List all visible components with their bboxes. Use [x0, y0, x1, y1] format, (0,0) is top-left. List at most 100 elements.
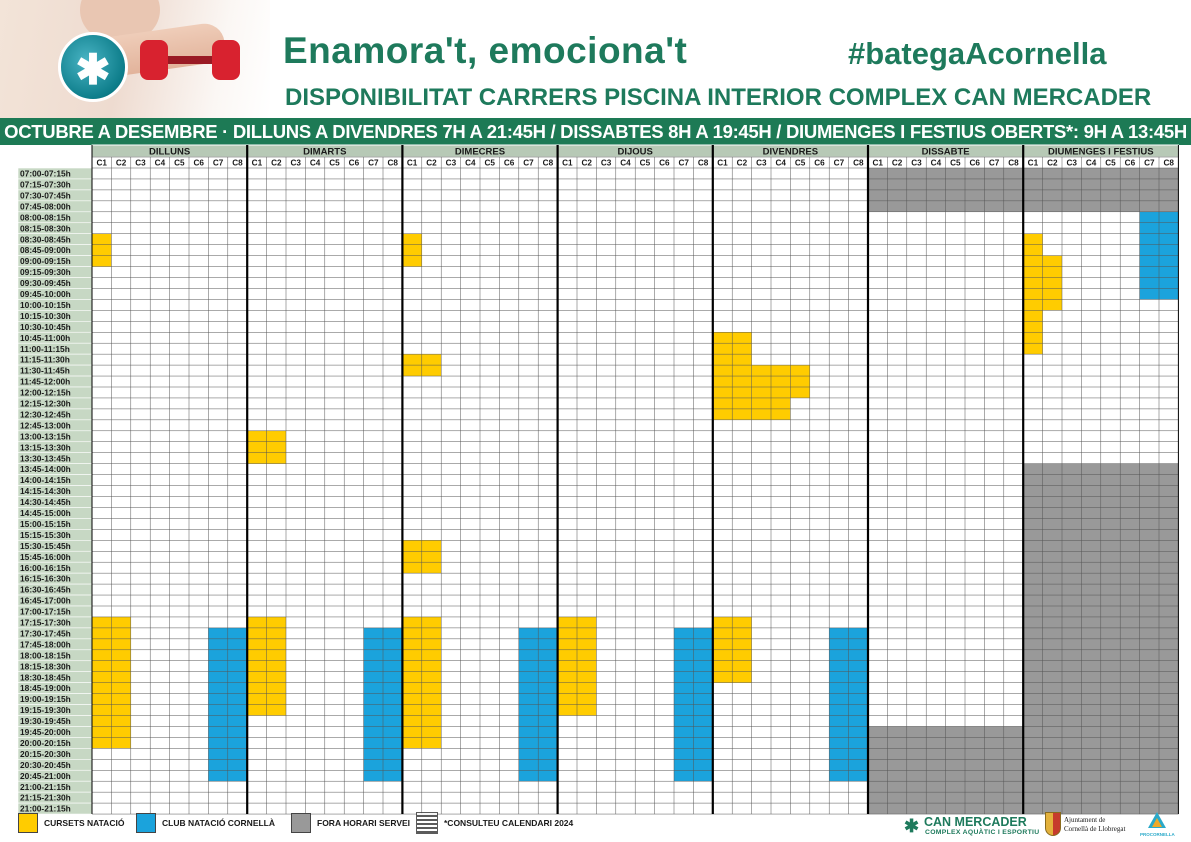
- time-cell: [17, 474, 93, 486]
- day-label: DIUMENGES I FESTIUS: [1048, 147, 1154, 158]
- block-cursets: [712, 332, 752, 420]
- time-cell: [17, 748, 93, 760]
- lane-label: C7: [523, 159, 534, 168]
- time-label: 10:15-10:30h: [20, 311, 71, 321]
- lane-label: C2: [271, 159, 282, 168]
- time-label: 14:45-15:00h: [20, 508, 71, 518]
- lane-label: C4: [620, 159, 631, 168]
- time-label: 11:30-11:45h: [20, 366, 70, 376]
- time-label: 07:30-07:45h: [20, 190, 71, 200]
- lane-label: C2: [581, 159, 592, 168]
- day-header: [1022, 144, 1179, 158]
- time-cell: [17, 638, 93, 651]
- block-fora: [1023, 168, 1179, 212]
- time-cell: [17, 737, 93, 749]
- time-cell: [17, 529, 93, 541]
- ajuntament-line2: Cornellà de Llobregat: [1064, 825, 1126, 833]
- day-header: [867, 144, 1024, 158]
- lane-label: C8: [1008, 159, 1019, 168]
- lane-label: C2: [892, 159, 903, 168]
- time-label: 10:30-10:45h: [20, 322, 71, 332]
- legend: CURSETS NATACIÓ CLUB NATACIÓ CORNELLÀ FO…: [18, 812, 618, 834]
- lane-label: C1: [96, 159, 107, 168]
- time-cell: [17, 561, 93, 574]
- legend-club-label: CLUB NATACIÓ CORNELLÀ: [162, 818, 276, 828]
- time-cell: [17, 386, 93, 399]
- time-label: 17:15-17:30h: [20, 618, 71, 628]
- hashtag: #bategaAcornella: [848, 36, 1107, 71]
- time-label: 16:45-17:00h: [20, 596, 71, 606]
- lane-label: C2: [737, 159, 748, 168]
- block-cursets: [402, 233, 422, 267]
- block-club: [829, 627, 868, 782]
- time-cell: [17, 167, 93, 180]
- time-label: 17:30-17:45h: [20, 628, 71, 638]
- block-cursets: [92, 616, 131, 749]
- block-cursets: [402, 354, 442, 377]
- time-cell: [17, 375, 93, 388]
- ajuntament-line1: Ajuntament de: [1064, 816, 1106, 824]
- time-label: 14:30-14:45h: [20, 497, 71, 507]
- block-cursets: [92, 233, 112, 267]
- lane-label: C8: [853, 159, 864, 168]
- time-cell: [17, 353, 93, 366]
- lane-label: C2: [1047, 159, 1058, 168]
- lane-label: C1: [407, 159, 418, 168]
- lane-label: C8: [543, 159, 554, 168]
- lane-label: C7: [834, 159, 845, 168]
- lane-label: C7: [989, 159, 1000, 168]
- lane-label: C7: [368, 159, 379, 168]
- time-cell: [17, 266, 93, 278]
- cursets-swatch: [18, 813, 38, 833]
- time-cell: [17, 299, 93, 311]
- can-mercader-subtitle: COMPLEX AQUÀTIC I ESPORTIU: [925, 829, 1040, 836]
- lane-label: C6: [659, 159, 670, 168]
- time-label: 09:30-09:45h: [20, 278, 71, 288]
- time-label: 09:15-09:30h: [20, 267, 71, 277]
- lane-label: C8: [1163, 159, 1174, 168]
- time-cell: [17, 507, 93, 519]
- time-label: 13:00-13:15h: [20, 431, 71, 441]
- time-cell: [17, 704, 93, 716]
- lane-label: C4: [465, 159, 476, 168]
- time-label: 19:30-19:45h: [20, 716, 71, 726]
- can-mercader-name: CAN MERCADER: [924, 815, 1027, 829]
- lane-label: C7: [678, 159, 689, 168]
- day-header: [557, 144, 714, 158]
- time-cell: [17, 255, 93, 267]
- ajuntament-logo: Ajuntament de Cornellà de Llobregat: [1045, 812, 1135, 840]
- time-label: 20:45-21:00h: [20, 771, 71, 781]
- lane-label: C1: [252, 159, 263, 168]
- time-label: 10:00-10:15h: [20, 300, 71, 310]
- lane-label: C3: [290, 159, 301, 168]
- block-cursets: [557, 616, 597, 716]
- time-cell: [17, 550, 93, 563]
- slogan: Enamora't, emociona't: [283, 30, 688, 71]
- legend-calendar-label: *CONSULTEU CALENDARI 2024: [444, 818, 574, 828]
- block-cursets: [751, 365, 791, 420]
- time-cell: [17, 649, 93, 662]
- block-cursets: [1042, 255, 1062, 311]
- time-cell: [17, 616, 93, 629]
- time-label: 16:00-16:15h: [20, 563, 71, 573]
- legend-cursets-label: CURSETS NATACIÓ: [44, 818, 125, 828]
- lane-label: C5: [795, 159, 806, 168]
- time-cell: [17, 539, 93, 552]
- time-cell: [17, 452, 93, 464]
- time-label: 09:45-10:00h: [20, 289, 71, 299]
- time-label: 15:45-16:00h: [20, 552, 71, 562]
- legend-fora-label: FORA HORARI SERVEI: [317, 818, 411, 828]
- qr-code-icon[interactable]: [416, 812, 438, 834]
- lane-label: C4: [775, 159, 786, 168]
- procornella-logo: PROCORNELLA: [1140, 812, 1175, 840]
- time-cell: [17, 791, 93, 804]
- day-header: [246, 144, 403, 158]
- time-cell: [17, 441, 93, 453]
- time-cell: [17, 605, 93, 618]
- time-label: 12:30-12:45h: [20, 409, 71, 419]
- time-label: 18:15-18:30h: [20, 661, 71, 671]
- time-cell: [17, 288, 93, 300]
- time-cell: [17, 233, 93, 245]
- time-cell: [17, 758, 93, 771]
- block-cursets: [247, 430, 286, 464]
